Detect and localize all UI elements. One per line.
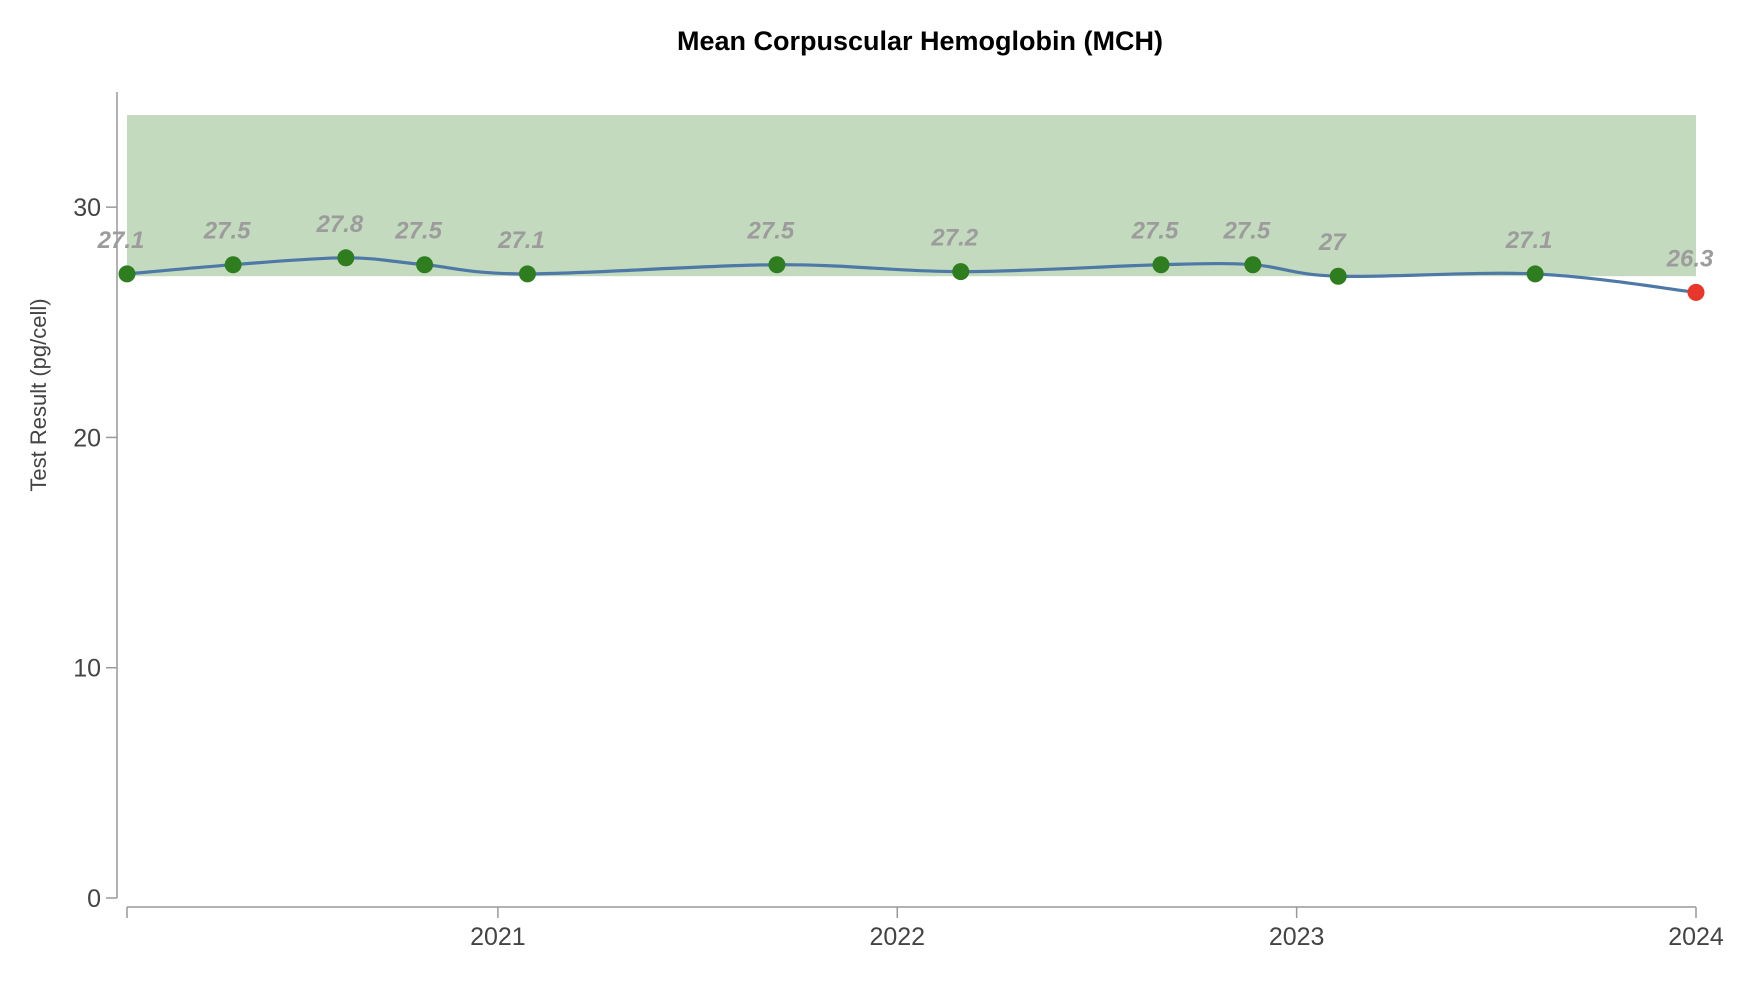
y-tick-label: 20 xyxy=(73,424,101,452)
data-label: 27.8 xyxy=(315,211,363,238)
reference-range-band xyxy=(127,115,1696,277)
data-point xyxy=(337,249,355,267)
y-tick-label: 0 xyxy=(87,885,101,913)
data-label: 27.2 xyxy=(930,225,978,252)
data-point xyxy=(1244,256,1262,274)
y-tick-label: 10 xyxy=(73,655,101,683)
x-tick-label: 2021 xyxy=(470,923,526,951)
data-label: 27.5 xyxy=(1131,218,1179,245)
data-label: 27.1 xyxy=(497,227,545,254)
data-point xyxy=(1329,267,1347,285)
data-point xyxy=(518,265,536,283)
data-label: 27.5 xyxy=(394,218,442,245)
x-tick-label: 2022 xyxy=(869,923,925,951)
data-point xyxy=(1687,283,1705,301)
x-tick-label: 2024 xyxy=(1668,923,1724,951)
data-point xyxy=(952,263,970,281)
data-point xyxy=(118,265,136,283)
data-label: 27.1 xyxy=(1505,227,1553,254)
data-label: 27 xyxy=(1318,229,1347,256)
data-point xyxy=(416,256,434,274)
y-tick-label: 30 xyxy=(73,194,101,222)
data-point xyxy=(1526,265,1544,283)
data-point xyxy=(1152,256,1170,274)
chart-title: Mean Corpuscular Hemoglobin (MCH) xyxy=(677,26,1163,56)
data-label: 27.5 xyxy=(203,218,251,245)
data-point xyxy=(768,256,786,274)
data-label: 27.5 xyxy=(747,218,795,245)
data-label: 27.1 xyxy=(97,227,145,254)
x-tick-label: 2023 xyxy=(1269,923,1325,951)
data-point xyxy=(224,256,242,274)
data-label: 27.5 xyxy=(1223,218,1271,245)
data-label: 26.3 xyxy=(1666,245,1714,272)
y-axis-label: Test Result (pg/cell) xyxy=(26,298,51,491)
